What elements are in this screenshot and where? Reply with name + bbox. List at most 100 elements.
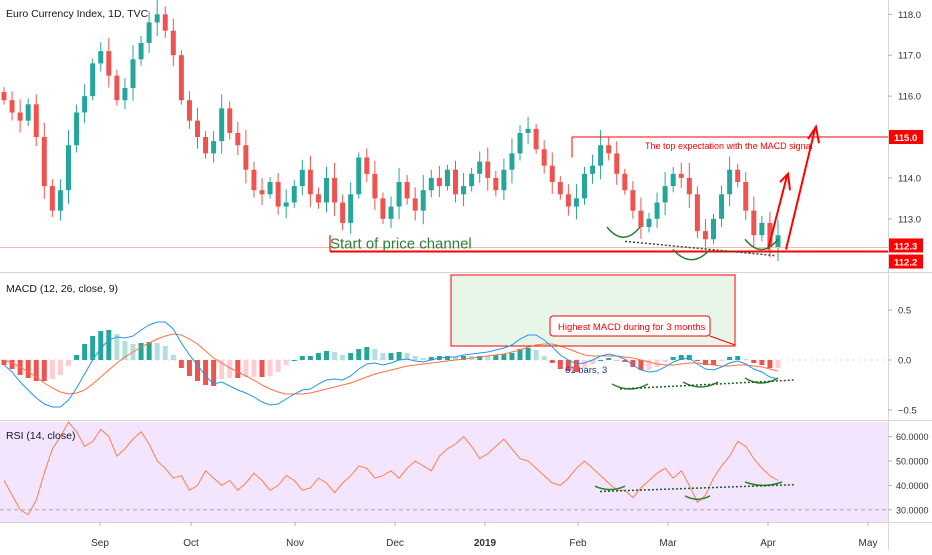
macd-histogram-bar xyxy=(453,357,458,360)
candle-body xyxy=(307,169,313,195)
highest-macd-pointer xyxy=(709,335,736,346)
macd-histogram-bar xyxy=(485,356,491,360)
macd-trough-arc xyxy=(611,383,649,390)
candle-body xyxy=(654,202,660,219)
macd-histogram-bar xyxy=(412,356,418,360)
candle-body xyxy=(130,59,136,88)
macd-histogram-bar xyxy=(678,355,684,360)
macd-histogram-bar xyxy=(243,360,249,377)
macd-histogram-bar xyxy=(98,331,104,360)
macd-histogram-bar xyxy=(146,342,152,360)
candle-body xyxy=(686,177,692,195)
candle-body xyxy=(219,108,225,142)
candle-body xyxy=(428,177,434,191)
x-axis-tick-label: Sep xyxy=(91,538,109,549)
candle-body xyxy=(114,75,120,101)
macd-histogram-bar xyxy=(702,360,708,365)
macd-histogram-bar xyxy=(767,360,773,368)
macd-histogram-bar xyxy=(33,360,39,381)
candle-body xyxy=(420,190,426,211)
trough-arc xyxy=(606,226,641,238)
macd-trough-arc xyxy=(744,377,779,384)
projection-arrow-shaft xyxy=(767,175,788,250)
top-expectation-label: The top expectation with the MACD signal xyxy=(645,141,813,151)
macd-histogram-bar xyxy=(186,360,192,376)
rsi-trough-arc xyxy=(744,481,783,487)
candle-body xyxy=(98,51,104,64)
macd-histogram-bar xyxy=(735,356,741,360)
macd-histogram-bar xyxy=(74,355,80,360)
chart-title: Euro Currency Index, 1D, TVC xyxy=(6,8,149,20)
macd-histogram-bar xyxy=(517,349,523,360)
macd-histogram-bar xyxy=(582,360,587,368)
x-axis-tick-label: Nov xyxy=(286,538,304,549)
macd-histogram-bar xyxy=(251,360,257,377)
macd-histogram-bar xyxy=(638,360,644,370)
candle-body xyxy=(372,173,378,199)
macd-histogram-bar xyxy=(203,360,209,385)
macd-histogram-bar xyxy=(138,343,144,360)
candle-body xyxy=(243,145,249,170)
rsi-pane-title: RSI (14, close) xyxy=(6,430,76,442)
candle-body xyxy=(743,182,749,211)
macd-histogram-bar xyxy=(114,334,120,360)
candle-body xyxy=(517,132,523,154)
candle-body xyxy=(283,202,289,207)
candle-body xyxy=(759,222,765,236)
candle-body xyxy=(549,165,555,183)
macd-histogram-bar xyxy=(57,360,63,375)
macd-histogram-bar xyxy=(259,360,265,377)
candle-body xyxy=(404,182,410,199)
candle-body xyxy=(541,149,547,166)
rsi-support-dotted xyxy=(599,483,796,493)
candle-body xyxy=(90,63,96,97)
candle-body xyxy=(122,87,128,101)
candle-body xyxy=(259,190,265,195)
macd-histogram-bar xyxy=(759,360,765,365)
candle-body xyxy=(436,177,442,187)
macd-histogram-group xyxy=(1,330,781,386)
highest-macd-label: Highest MACD during for 3 months xyxy=(558,322,706,333)
candle-body xyxy=(315,194,321,203)
badge-112-2: 112.2 xyxy=(889,254,923,269)
macd-histogram-bar xyxy=(477,356,483,360)
candle-body xyxy=(138,42,144,60)
price-axis-tick-label: 116.0 xyxy=(898,92,921,103)
bars-count-label: 61 bars, 3 xyxy=(565,365,607,376)
macd-axis-tick-label: −0.5 xyxy=(898,406,917,417)
macd-histogram-bar xyxy=(694,360,700,361)
candle-body xyxy=(66,145,71,191)
candle-body xyxy=(203,137,209,154)
macd-histogram-bar xyxy=(235,360,241,378)
candle-body xyxy=(211,141,217,154)
candle-body xyxy=(1,92,7,101)
macd-histogram-bar xyxy=(356,349,362,360)
candle-body xyxy=(678,173,684,178)
macd-histogram-bar xyxy=(1,360,7,365)
candle-body xyxy=(662,186,668,203)
macd-histogram-bar xyxy=(122,341,128,360)
candle-body xyxy=(598,145,604,166)
rsi-trough-arc xyxy=(684,495,711,501)
macd-signal-line xyxy=(3,333,779,395)
candle-body xyxy=(477,161,483,174)
price-channel-label: Start of price channel xyxy=(330,236,472,253)
candle-body xyxy=(33,104,39,138)
candle-body xyxy=(767,222,773,248)
candle-body xyxy=(267,182,273,195)
macd-histogram-bar xyxy=(751,360,757,363)
badge-112-3-box xyxy=(889,238,923,253)
candles-group xyxy=(1,0,781,262)
candle-body xyxy=(702,231,708,240)
badge-115: 115.0 xyxy=(889,130,923,145)
candle-body xyxy=(719,194,725,219)
candle-body xyxy=(57,190,63,211)
candle-body xyxy=(251,169,257,191)
candle-body xyxy=(380,198,386,219)
candle-body xyxy=(364,157,370,174)
candle-body xyxy=(9,100,15,113)
candle-body xyxy=(485,161,491,178)
candle-body xyxy=(509,153,515,170)
macd-histogram-bar xyxy=(219,360,225,379)
